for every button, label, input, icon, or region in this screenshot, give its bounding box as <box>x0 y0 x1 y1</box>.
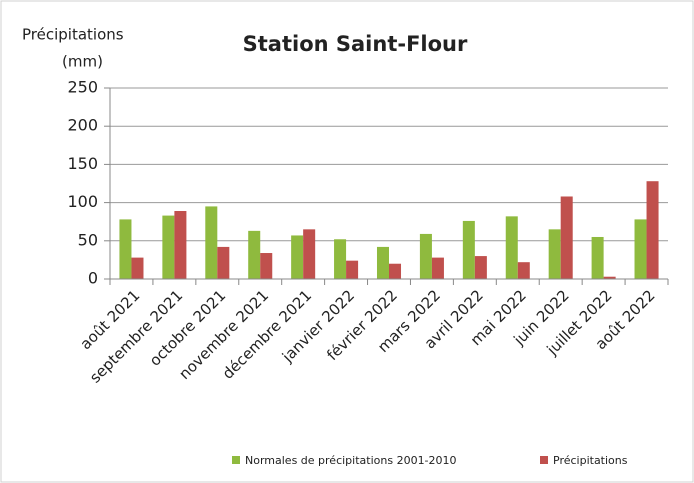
bar <box>291 235 304 279</box>
bar <box>517 262 530 279</box>
bar <box>548 229 561 279</box>
bar <box>205 206 218 279</box>
bar <box>634 219 647 279</box>
bar <box>560 196 573 279</box>
bar <box>389 263 402 279</box>
bar <box>346 260 359 279</box>
legend-swatch <box>540 456 548 464</box>
bar <box>591 236 604 279</box>
bar <box>474 256 487 279</box>
bar <box>462 220 475 279</box>
bar <box>603 276 616 279</box>
y-tick-label: 250 <box>67 78 98 97</box>
bar <box>303 229 316 279</box>
y-axis-label: (mm) <box>62 53 103 71</box>
bar <box>162 215 175 279</box>
y-tick-label: 100 <box>67 192 98 211</box>
y-tick-label: 150 <box>67 154 98 173</box>
bar <box>431 257 444 279</box>
bar <box>646 181 659 279</box>
bar <box>131 257 144 279</box>
bar <box>376 246 389 279</box>
legend-label: Normales de précipitations 2001-2010 <box>245 454 457 467</box>
bar <box>248 230 261 279</box>
y-tick-label: 0 <box>88 269 98 288</box>
bar <box>334 239 347 279</box>
y-tick-label: 200 <box>67 116 98 135</box>
y-tick-label: 50 <box>78 230 98 249</box>
y-axis-label: Précipitations <box>22 26 124 44</box>
bar <box>174 211 187 279</box>
bar <box>260 253 273 279</box>
bar <box>419 233 432 279</box>
legend-swatch <box>232 456 240 464</box>
chart-title: Station Saint-Flour <box>243 32 468 56</box>
legend-label: Précipitations <box>553 454 628 467</box>
bar <box>505 216 518 279</box>
bar <box>217 246 230 279</box>
bar <box>119 219 132 279</box>
